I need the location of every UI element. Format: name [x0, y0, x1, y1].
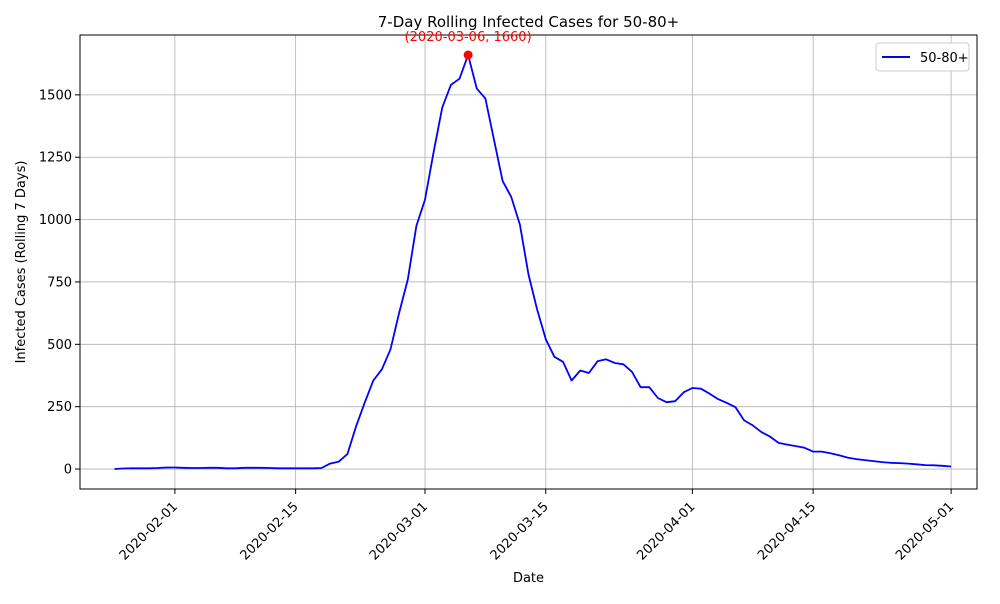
y-tick-label: 1500 — [39, 88, 72, 103]
plot-frame — [79, 34, 978, 490]
y-tick-label: 250 — [47, 400, 72, 415]
legend-label-50-80: 50-80+ — [920, 51, 969, 66]
y-tick-label: 1000 — [39, 213, 72, 228]
legend-box — [875, 42, 970, 72]
peak-annotation: (2020-03-06, 1660) — [405, 30, 532, 60]
y-tick-label: 500 — [47, 338, 72, 353]
y-tick-label: 1250 — [39, 151, 72, 166]
legend: 50-80+ — [875, 42, 970, 72]
grid-lines — [80, 35, 977, 489]
peak-marker — [463, 50, 473, 60]
chart-title: 7-Day Rolling Infected Cases for 50-80+ — [378, 13, 680, 31]
x-axis-label: Date — [513, 571, 544, 586]
y-tick-label: 0 — [64, 463, 72, 478]
series-line-50-80 — [114, 54, 952, 470]
series-lines — [114, 54, 952, 470]
y-tick-label: 750 — [47, 275, 72, 290]
peak-label: (2020-03-06, 1660) — [405, 30, 532, 45]
y-axis-label: Infected Cases (Rolling 7 Days) — [14, 161, 29, 364]
